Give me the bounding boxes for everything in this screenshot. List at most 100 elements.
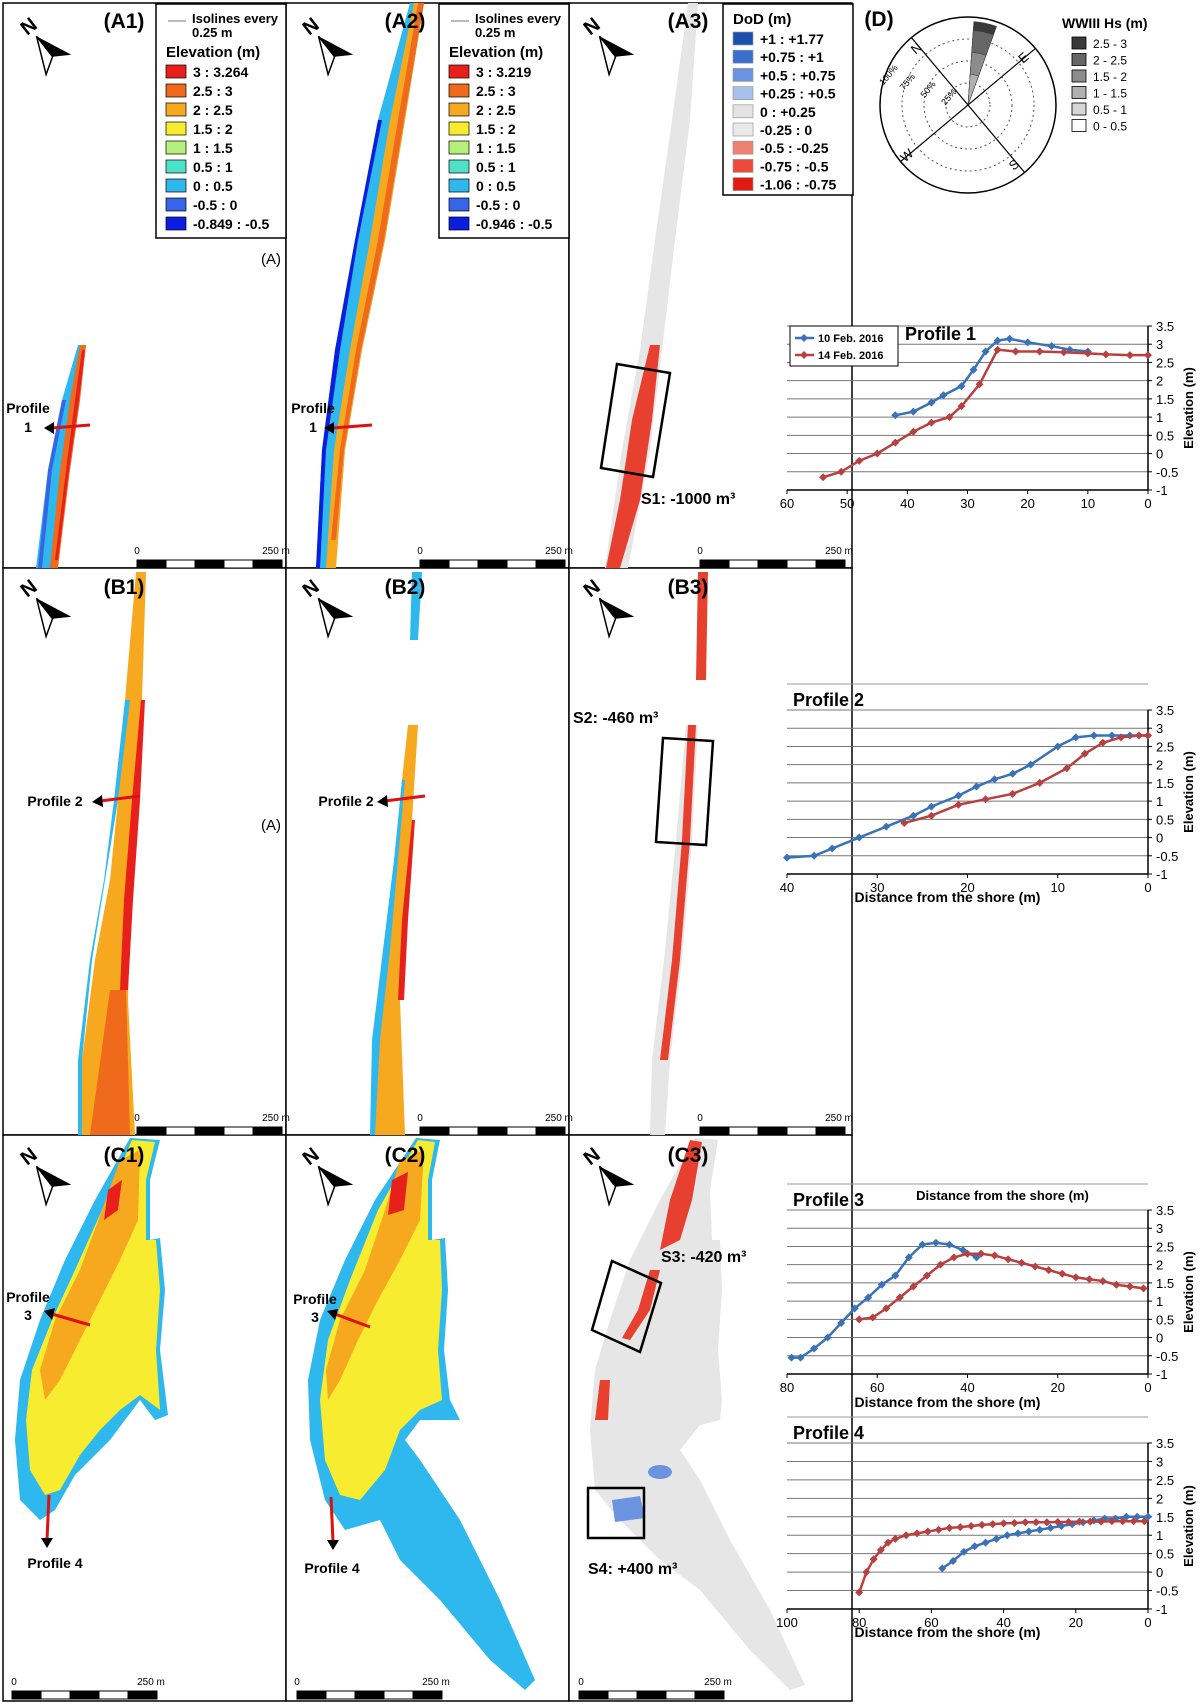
profile-arrowhead-a1 [44,422,54,434]
panel-a-mark: (A) [261,251,281,268]
scale-segment [252,1126,283,1136]
rose-legend-label: 2 - 2.5 [1093,54,1127,68]
x-tick-label: 40 [996,1615,1010,1630]
scale-segment [165,1126,196,1136]
legend-swatch [732,68,754,82]
series-point [891,411,900,420]
scale-start: 0 [294,1677,300,1688]
series-point [975,380,984,389]
map-profile-label: 3 [24,1307,32,1323]
map-profile-label: 1 [24,419,32,435]
legend-title: DoD (m) [733,11,791,28]
series-point [904,1253,913,1262]
chart-top-label: Distance from the shore (m) [916,1188,1089,1203]
scale-segment [506,559,537,569]
sector-label: S4: +400 m³ [588,1561,677,1578]
legend-swatch [165,178,187,193]
series-point [787,1353,796,1362]
y-tick-label: -0.5 [1156,1349,1178,1364]
scalebar-b2: 0 250 m [417,1113,573,1136]
series-point [1144,351,1152,360]
x-tick-label: 10 [1081,496,1095,511]
series-point [949,1253,958,1262]
beach-crest-a2 [331,3,424,540]
y-tick-label: 1 [1156,1294,1163,1309]
north-arrow-half-dark [318,598,354,619]
series-point [923,1527,932,1536]
y-tick-label: 1.5 [1156,776,1174,791]
spit-crest-c1 [104,1180,122,1220]
scalebar-c3: 0 250 m [578,1677,732,1700]
series-point [869,1555,878,1564]
series-point [1042,1518,1051,1527]
scalebar-a3: 0 250 m [697,546,853,569]
series-point [1008,789,1017,798]
sector-box-s1 [599,362,672,479]
series-point [936,1260,945,1269]
panel-label: (B2) [385,576,426,599]
map-profile-label: Profile [293,1291,337,1307]
y-tick-label: 2.5 [1156,739,1174,754]
scale-end: 250 m [262,546,290,557]
scale-end: 250 m [545,546,573,557]
legend-item-label: -0.75 : -0.5 [760,158,829,174]
series-point [837,467,846,476]
profile-line-b2 [384,794,426,803]
legend-swatch [732,122,754,137]
series-point [993,336,1002,345]
x-tick-label: 20 [1020,496,1034,511]
x-tick-label: 40 [780,880,794,895]
chart-legend-frame [789,325,899,367]
x-tick-label: 40 [900,496,914,511]
scale-segment [728,1126,759,1136]
chart-ylabel: Elevation (m) [1181,751,1196,833]
series-point [938,1564,947,1573]
profile-chart: -1 -0.5 0 0.5 1 1.5 2 2.5 3 3.5 100 80 60 40 20 0 Profil… [776,1416,1196,1640]
y-tick-label: 0 [1156,1565,1163,1580]
profile-arrowhead-c1-4 [41,1538,53,1548]
scale-end: 250 m [704,1677,732,1688]
series-point [949,1557,958,1566]
dod-accretion-c3 [612,1496,645,1522]
y-tick-label: 2.5 [1156,1473,1174,1488]
series-point [934,1525,943,1534]
series-point [1031,1262,1040,1271]
profile-line-b1 [99,794,141,803]
series-point [1026,760,1035,769]
series-point [954,791,963,800]
legend-swatch [165,216,187,231]
north-arrow-half-dark [318,1166,354,1187]
series-point [1112,1280,1121,1289]
chart-title: Profile 1 [905,324,976,344]
series-point [1098,738,1107,747]
scale-segment [296,1690,327,1700]
legend-swatch [732,140,754,155]
spit-crest-c2 [388,1172,408,1215]
series-point [1116,733,1125,742]
dod-erosion-a3 [606,345,660,568]
series-point [1140,1517,1149,1526]
scale-segment [354,1690,385,1700]
legend-item-label: -0.5 : 0 [193,197,238,213]
legend-item-label: 1 : 1.5 [476,140,516,156]
y-tick-label: 3.5 [1156,319,1174,334]
series-point [927,811,936,820]
series-point [909,811,918,820]
scale-segment [69,1690,100,1700]
series-point [990,1251,999,1260]
scale-segment [325,1690,356,1700]
scale-segment [506,1126,537,1136]
dod-erosion-s3 [622,1270,660,1340]
panel-label: (A2) [385,10,426,33]
panel-frame-b1 [2,567,287,1136]
scale-end: 250 m [137,1677,165,1688]
legend-swatch [448,140,470,155]
series-point [992,1534,1001,1543]
x-tick-label: 20 [1051,1380,1065,1395]
series-point [1085,1275,1094,1284]
map-c1 [15,1138,168,1520]
legend-swatch [448,197,470,212]
y-tick-label: -1 [1156,867,1168,882]
series-point [1098,1277,1107,1286]
